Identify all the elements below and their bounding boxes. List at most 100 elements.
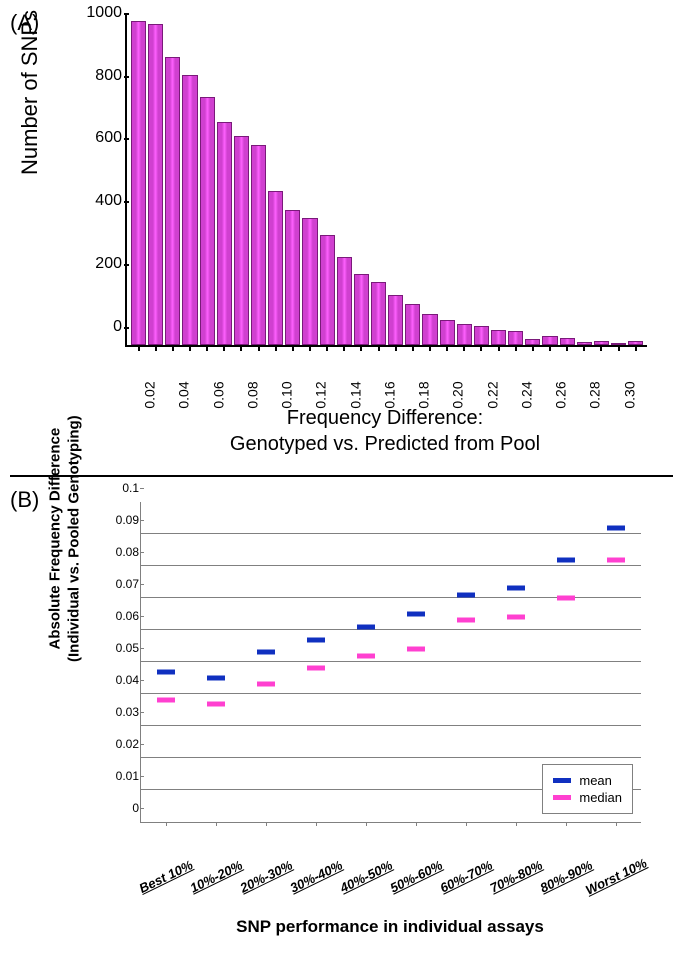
panel-a-bars xyxy=(127,15,647,345)
panel-b: (B) Absolute Frequency Difference (Indiv… xyxy=(10,487,673,957)
panel-b-x-tick-mark xyxy=(516,822,517,826)
panel-b-x-tick-label: 30%-40% xyxy=(287,857,344,895)
panel-b-x-tick-mark xyxy=(166,822,167,826)
panel-a-bar xyxy=(337,257,352,345)
panel-b-marker-mean xyxy=(307,637,325,642)
panel-b-x-tick-mark xyxy=(466,822,467,826)
panel-b-y-tick: 0.05 xyxy=(99,641,139,655)
panel-b-y-tick: 0.06 xyxy=(99,609,139,623)
panel-b-ylabel-line2: (Individual vs. Pooled Genotyping) xyxy=(65,415,82,662)
panel-a-x-tick-mark xyxy=(360,345,362,351)
panel-a-y-tick: 400 xyxy=(72,192,122,210)
panel-b-marker-median xyxy=(557,596,575,601)
panel-b-marker-median xyxy=(407,647,425,652)
panel-a-x-tick-mark xyxy=(309,345,311,351)
panel-b-x-tick-mark xyxy=(416,822,417,826)
panel-b-marker-median xyxy=(307,666,325,671)
panel-b-marker-mean xyxy=(207,676,225,681)
panel-a-x-tick-mark xyxy=(275,345,277,351)
panel-a-x-tick-mark xyxy=(600,345,602,351)
panel-b-marker-median xyxy=(457,618,475,623)
panel-a-x-tick-mark xyxy=(429,345,431,351)
panel-b-marker-mean xyxy=(407,612,425,617)
panel-a-x-tick-mark xyxy=(583,345,585,351)
panel-b-chart: 00.010.020.030.040.050.060.070.080.090.1… xyxy=(140,502,641,823)
panel-a-x-tick-mark xyxy=(223,345,225,351)
panel-a-x-tick-mark xyxy=(240,345,242,351)
panel-a-bar xyxy=(217,122,232,345)
panel-b-y-tick: 0.04 xyxy=(99,673,139,687)
panel-b-marker-median xyxy=(507,615,525,620)
panel-b-marker-mean xyxy=(157,669,175,674)
panel-a-bar xyxy=(542,336,557,345)
panel-b-marker-median xyxy=(607,557,625,562)
panel-a-x-tick-mark xyxy=(378,345,380,351)
panel-a-y-tick: 1000 xyxy=(72,4,122,22)
panel-a-x-ticks xyxy=(127,345,647,353)
panel-a-x-tick-mark xyxy=(446,345,448,351)
panel-a-xlabel-line2: Genotyped vs. Predicted from Pool xyxy=(230,433,540,455)
panel-b-marker-mean xyxy=(557,557,575,562)
panel-b-y-ticks: 00.010.020.030.040.050.060.070.080.090.1 xyxy=(99,502,139,822)
panel-b-x-tick-mark xyxy=(566,822,567,826)
panel-b-x-tick-label: 20%-30% xyxy=(237,857,294,895)
panel-b-marker-mean xyxy=(457,592,475,597)
panel-b-x-tick-mark xyxy=(216,822,217,826)
panel-a-y-tick: 800 xyxy=(72,67,122,85)
panel-a-x-tick-mark xyxy=(258,345,260,351)
legend-row-mean: mean xyxy=(553,773,622,788)
legend-row-median: median xyxy=(553,790,622,805)
panel-b-marker-median xyxy=(357,653,375,658)
panel-a-bar xyxy=(388,295,403,345)
panel-b-x-tick-mark xyxy=(616,822,617,826)
panel-a-x-labels: 0.020.040.060.080.100.120.140.160.180.20… xyxy=(127,387,647,403)
panel-a-bar xyxy=(200,97,215,345)
panel-a-bar xyxy=(302,218,317,345)
panel-b-marker-mean xyxy=(507,586,525,591)
panel-a-bar xyxy=(148,24,163,345)
panel-b-y-axis-label: Absolute Frequency Difference (Individua… xyxy=(46,415,84,662)
panel-b-x-tick-label: 10%-20% xyxy=(187,857,244,895)
panel-a-bar xyxy=(354,274,369,345)
panel-b-marker-mean xyxy=(257,650,275,655)
panel-a-y-tick: 600 xyxy=(72,129,122,147)
panel-b-ylabel-line1: Absolute Frequency Difference xyxy=(46,428,63,650)
panel-a-x-axis-label: Frequency Difference: Genotyped vs. Pred… xyxy=(125,405,645,457)
panel-a: (A) Number of SNPs 02004006008001000 0.0… xyxy=(10,10,673,477)
panel-b-x-tick-label: 70%-80% xyxy=(487,857,544,895)
panel-a-x-tick-mark xyxy=(618,345,620,351)
panel-b-x-tick-label: Best 10% xyxy=(137,857,196,896)
panel-a-bar xyxy=(320,235,335,345)
panel-a-bar xyxy=(251,145,266,345)
legend-swatch xyxy=(553,795,571,800)
panel-b-marker-median xyxy=(257,682,275,687)
panel-a-y-tick: 0 xyxy=(72,318,122,336)
panel-b-legend: mean median xyxy=(542,764,633,814)
panel-a-x-tick-mark xyxy=(395,345,397,351)
panel-a-x-tick-mark xyxy=(480,345,482,351)
panel-a-x-tick-mark xyxy=(635,345,637,351)
panel-a-bar xyxy=(440,320,455,345)
panel-b-x-tick-mark xyxy=(266,822,267,826)
panel-a-bar xyxy=(371,282,386,345)
panel-a-x-tick-mark xyxy=(412,345,414,351)
panel-a-bar xyxy=(474,326,489,345)
panel-b-y-tick: 0.1 xyxy=(99,481,139,495)
panel-b-x-tick-mark xyxy=(366,822,367,826)
panel-b-y-tick: 0.09 xyxy=(99,513,139,527)
panel-a-x-tick-mark xyxy=(292,345,294,351)
panel-a-x-tick-mark xyxy=(549,345,551,351)
panel-b-y-tick: 0.08 xyxy=(99,545,139,559)
panel-a-x-tick-mark xyxy=(326,345,328,351)
panel-a-x-tick-mark xyxy=(498,345,500,351)
panel-a-bar xyxy=(165,57,180,345)
panel-a-bar xyxy=(405,304,420,345)
panel-b-y-tick: 0 xyxy=(99,801,139,815)
panel-a-x-tick-mark xyxy=(463,345,465,351)
panel-a-y-tick: 200 xyxy=(72,255,122,273)
legend-label: median xyxy=(579,790,622,805)
panel-b-x-tick-mark xyxy=(316,822,317,826)
panel-a-bar xyxy=(131,21,146,345)
panel-b-x-axis-label: SNP performance in individual assays xyxy=(140,917,640,937)
panel-a-x-tick-mark xyxy=(532,345,534,351)
